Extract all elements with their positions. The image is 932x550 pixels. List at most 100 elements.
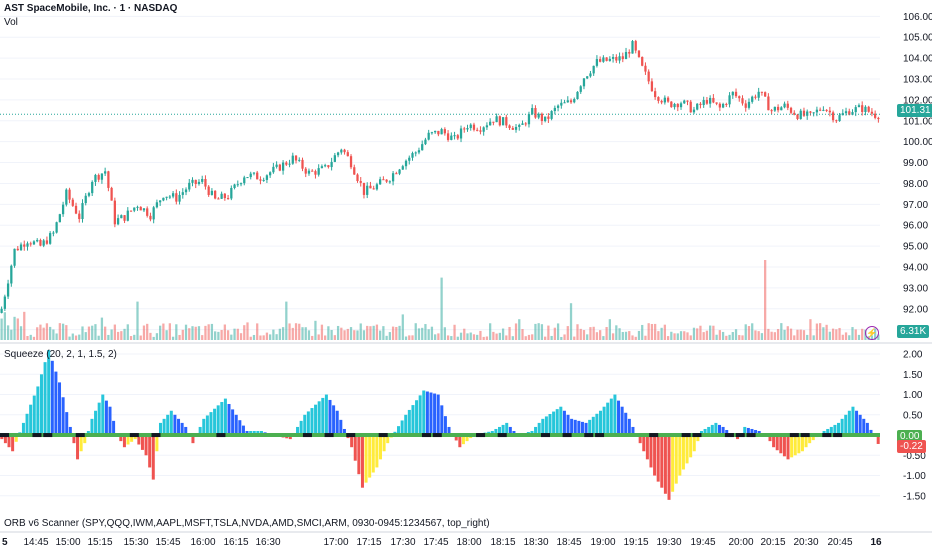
candle-body — [13, 248, 16, 266]
price-axis[interactable]: 106.00 105.00 104.00 103.00 102.00 101.00 100.… — [903, 12, 932, 336]
volume-bar — [576, 324, 579, 340]
squeeze-bar — [598, 410, 602, 436]
candle-body — [346, 152, 349, 157]
volume-bar — [844, 332, 848, 340]
volume-bar — [463, 328, 466, 340]
squeeze-dot — [0, 433, 10, 438]
squeeze-bar — [339, 419, 343, 436]
candle-body — [139, 206, 142, 211]
candle-body — [631, 41, 634, 54]
candle-body — [194, 179, 197, 185]
candle-body — [74, 205, 78, 214]
squeeze-bar — [707, 426, 711, 436]
price-tick-label: 100.00 — [903, 137, 932, 148]
candle-body — [201, 178, 204, 182]
volume-bar — [699, 325, 702, 340]
squeeze-bar — [400, 420, 404, 436]
squeeze-dot — [681, 433, 691, 438]
symbol-title[interactable]: AST SpaceMobile, Inc. · 1 · NASDAQ — [4, 3, 178, 14]
candle-body — [184, 189, 188, 193]
squeeze-bar — [501, 424, 505, 436]
squeeze-dot — [378, 433, 388, 438]
candle-body — [780, 107, 783, 111]
squeeze-bar — [577, 420, 581, 436]
squeeze-bar — [566, 414, 570, 436]
volume-bar — [848, 335, 851, 340]
price-tick-label: 93.00 — [903, 283, 928, 294]
candle-body — [49, 233, 52, 244]
candle-body — [369, 185, 372, 189]
candle-body — [58, 214, 61, 223]
price-tick-label: 104.00 — [903, 54, 932, 65]
candle-body — [731, 91, 734, 96]
candle-body — [285, 162, 288, 165]
volume-bar — [320, 324, 324, 340]
volume-bar — [110, 329, 113, 340]
time-axis[interactable]: 14:45 15:00 15:15 15:30 15:45 16:00 16:15 16:30… — [2, 537, 882, 548]
candle-body — [217, 198, 220, 200]
volume-bar — [278, 328, 281, 340]
candle-body — [715, 102, 718, 104]
squeeze-bar — [180, 422, 184, 436]
volume-bar — [366, 325, 369, 340]
squeeze-indicator-label[interactable]: Squeeze (20, 2, 1, 1.5, 2) — [4, 349, 117, 360]
time-tick-label: 18:30 — [523, 537, 548, 548]
volume-bar — [453, 324, 456, 340]
candle-body — [146, 208, 149, 216]
candle-body — [683, 100, 686, 104]
volume-bar — [459, 332, 463, 340]
candle-body — [275, 164, 278, 167]
volume-bar — [162, 323, 165, 340]
squeeze-bar — [11, 435, 15, 452]
squeeze-bar — [65, 412, 69, 436]
orb-scanner-label[interactable]: ORB v6 Scanner (SPY,QQQ,IWM,AAPL,MSFT,TS… — [4, 518, 490, 529]
squeeze-dot — [800, 433, 810, 438]
squeeze-dot — [432, 433, 442, 438]
squeeze-bar — [241, 425, 245, 436]
volume-bar — [301, 327, 304, 340]
candle-body — [214, 190, 217, 199]
volume-bar — [683, 331, 686, 340]
squeeze-bar — [101, 394, 105, 436]
time-tick-label: 20:00 — [728, 537, 753, 548]
volume-bar — [841, 334, 844, 340]
squeeze-bar — [259, 431, 263, 436]
candle-body — [663, 97, 666, 103]
squeeze-bar — [811, 435, 815, 441]
candle-body — [256, 172, 259, 180]
volume-bar — [136, 301, 139, 340]
candle-body — [702, 100, 705, 106]
volume-bar — [391, 326, 395, 340]
candle-body — [23, 244, 26, 247]
volume-bar — [666, 336, 670, 340]
volume-bar — [204, 325, 207, 340]
squeeze-bar — [314, 404, 318, 436]
candle-body — [492, 121, 495, 123]
volume-label[interactable]: Vol — [4, 17, 18, 28]
candle-body — [440, 129, 443, 135]
candle-body — [556, 105, 560, 108]
squeeze-bar — [350, 435, 354, 448]
squeeze-tick-label: -1.50 — [903, 491, 926, 502]
squeeze-bar — [256, 431, 260, 436]
squeeze-dot — [789, 433, 799, 438]
volume-bar — [757, 331, 760, 340]
squeeze-axis[interactable]: 2.001.501.000.500.00-0.50-1.00-1.50 — [903, 350, 926, 503]
volume-bar — [466, 333, 469, 340]
candle-body — [340, 149, 343, 153]
candle-body — [129, 210, 133, 212]
volume-bar — [291, 327, 294, 340]
candle-body — [489, 121, 492, 126]
candle-body — [861, 105, 864, 112]
candle-body — [304, 168, 307, 174]
volume-bar — [812, 335, 815, 340]
volume-bar — [437, 333, 440, 340]
lightning-icon[interactable]: ⚡ — [865, 326, 879, 340]
candle-body — [764, 92, 767, 97]
time-tick-label: 18:15 — [490, 537, 515, 548]
volume-bar — [857, 334, 861, 340]
volume-bar — [246, 322, 249, 340]
squeeze-bar — [249, 431, 253, 436]
volume-bar — [592, 326, 595, 340]
squeeze-bar — [779, 435, 783, 454]
